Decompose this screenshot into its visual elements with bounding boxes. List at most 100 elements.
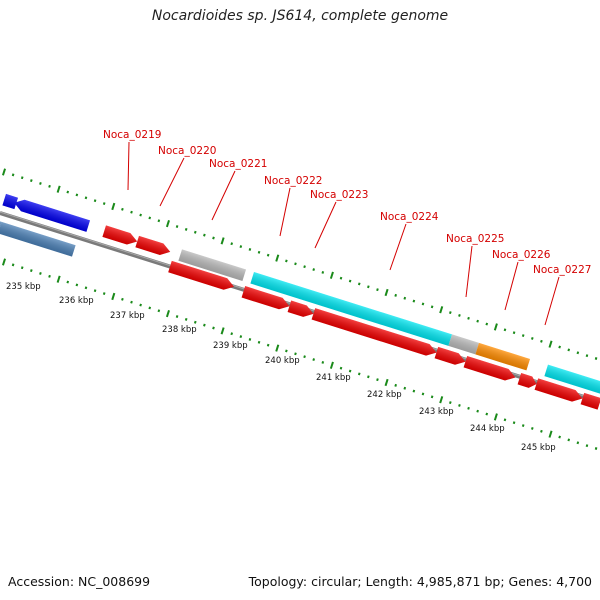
label-leader-line xyxy=(279,187,291,237)
gene-label: Noca_0226 xyxy=(492,249,551,261)
gene-feature xyxy=(448,334,480,355)
minor-tick xyxy=(75,193,79,197)
scale-label: 242 kbp xyxy=(367,390,402,400)
minor-tick xyxy=(403,296,407,300)
minor-tick xyxy=(430,305,434,309)
minor-tick xyxy=(184,317,188,321)
major-tick xyxy=(220,327,225,335)
minor-tick xyxy=(212,236,215,240)
minor-tick xyxy=(394,293,397,297)
minor-tick xyxy=(321,360,325,364)
minor-tick xyxy=(558,345,561,349)
minor-tick xyxy=(521,334,525,337)
minor-tick xyxy=(20,176,24,180)
minor-tick xyxy=(130,210,133,214)
minor-tick xyxy=(540,429,543,433)
major-tick xyxy=(56,275,61,283)
gene-feature xyxy=(463,355,516,381)
accession-text: Accession: NC_008699 xyxy=(8,574,151,589)
minor-tick xyxy=(239,335,243,339)
major-tick xyxy=(165,220,170,228)
scale-label: 244 kbp xyxy=(470,424,505,434)
minor-tick xyxy=(585,354,589,358)
minor-tick xyxy=(66,190,70,194)
minor-tick xyxy=(139,213,142,217)
minor-tick xyxy=(93,289,97,293)
minor-tick xyxy=(148,216,152,220)
scale-label: 245 kbp xyxy=(521,443,556,453)
minor-tick xyxy=(66,280,70,284)
gene-feature xyxy=(102,225,138,245)
gene-feature xyxy=(517,372,537,388)
minor-tick xyxy=(485,322,489,326)
minor-tick xyxy=(367,285,370,289)
major-tick xyxy=(493,323,498,331)
major-tick xyxy=(165,310,170,318)
minor-tick xyxy=(157,219,161,223)
scale-labels: 235 kbp 236 kbp 237 kbp 238 kbp 239 kbp 240 k… xyxy=(6,282,556,453)
gene-feature xyxy=(178,249,247,281)
minor-tick xyxy=(30,179,33,183)
minor-tick xyxy=(512,421,516,425)
gene-label: Noca_0225 xyxy=(446,233,504,245)
gene-label-leaders xyxy=(127,141,560,326)
minor-tick xyxy=(230,242,234,246)
major-tick xyxy=(439,396,444,404)
gene-feature xyxy=(475,342,531,371)
label-leader-line xyxy=(389,223,407,271)
minor-tick xyxy=(84,196,88,200)
gene-track xyxy=(0,193,600,410)
minor-tick xyxy=(303,265,306,269)
minor-tick xyxy=(84,286,88,290)
minor-tick xyxy=(467,316,470,320)
minor-tick xyxy=(430,395,434,399)
minor-tick xyxy=(303,355,306,359)
minor-tick xyxy=(294,352,297,356)
gene-label: Noca_0227 xyxy=(533,264,591,276)
minor-tick xyxy=(285,259,288,263)
minor-tick xyxy=(412,299,416,303)
minor-tick xyxy=(75,283,79,287)
minor-tick xyxy=(594,357,598,360)
minor-tick xyxy=(30,269,33,273)
minor-tick xyxy=(357,282,361,286)
minor-tick xyxy=(121,297,124,301)
gene-feature xyxy=(2,193,19,210)
gene-feature xyxy=(0,221,76,257)
minor-tick xyxy=(357,372,361,376)
minor-tick xyxy=(248,338,252,341)
label-leader-line xyxy=(159,157,185,207)
major-tick xyxy=(1,168,7,176)
major-tick xyxy=(56,185,61,193)
gene-label: Noca_0223 xyxy=(310,189,368,201)
minor-tick xyxy=(458,314,461,317)
minor-tick xyxy=(121,207,124,211)
minor-tick xyxy=(20,266,24,270)
gene-feature xyxy=(135,235,171,255)
gene-feature xyxy=(434,346,466,365)
minor-tick xyxy=(421,302,425,306)
minor-tick xyxy=(102,292,106,296)
scale-label: 238 kbp xyxy=(162,325,197,335)
minor-tick xyxy=(567,348,571,352)
minor-tick xyxy=(321,270,325,274)
minor-tick xyxy=(530,426,534,430)
minor-tick xyxy=(212,326,215,330)
scale-label: 240 kbp xyxy=(265,356,300,366)
major-tick xyxy=(220,237,225,245)
minor-tick xyxy=(239,245,243,249)
minor-tick xyxy=(294,262,297,266)
minor-tick xyxy=(266,343,270,347)
minor-tick xyxy=(540,339,543,343)
major-tick xyxy=(384,288,389,297)
minor-tick xyxy=(102,202,106,206)
minor-tick xyxy=(376,378,379,382)
gene-feature xyxy=(311,308,437,356)
major-tick xyxy=(439,306,444,314)
minor-tick xyxy=(594,447,598,450)
major-tick xyxy=(1,258,7,266)
gene-feature xyxy=(580,392,600,410)
scale-label: 235 kbp xyxy=(6,282,41,292)
label-leader-line xyxy=(544,276,560,326)
